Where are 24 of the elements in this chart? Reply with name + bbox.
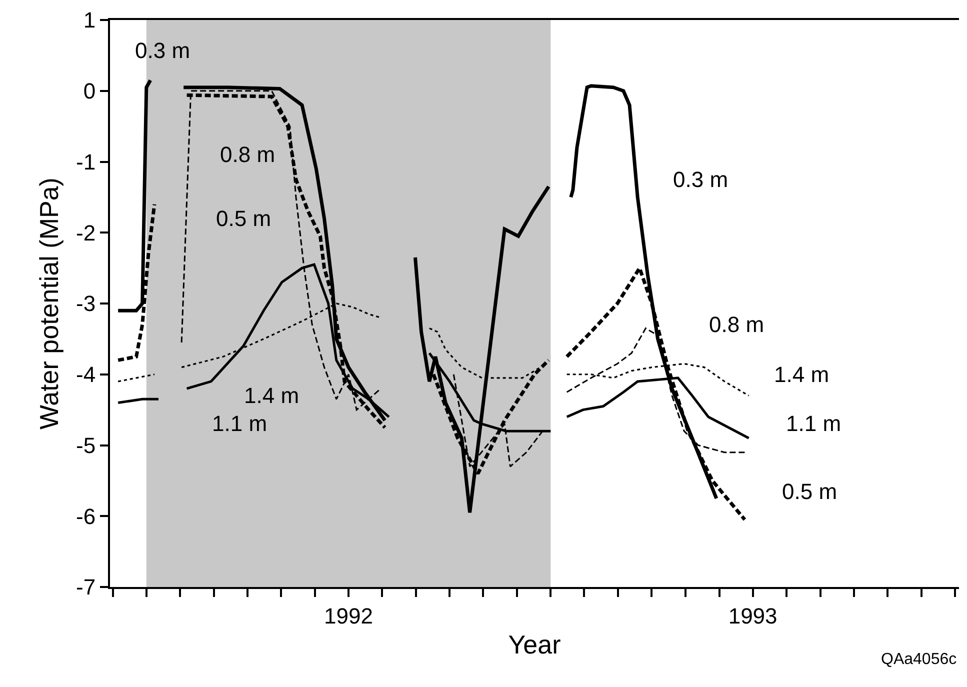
annotation: 1.1 m <box>212 411 268 436</box>
annotation: 1.4 m <box>774 362 830 387</box>
annotation: 1.1 m <box>786 411 842 436</box>
y-tick-label: -3 <box>76 291 96 316</box>
annotation: 0.5 m <box>216 206 272 231</box>
annotation: 0.5 m <box>782 479 838 504</box>
x-axis-title: Year <box>508 630 562 660</box>
y-tick-label: -1 <box>76 149 96 174</box>
annotation: 1.4 m <box>244 383 300 408</box>
y-tick-label: 0 <box>83 78 96 104</box>
annotation: 0.3 m <box>673 167 728 192</box>
x-tick-label: 1993 <box>728 603 778 628</box>
y-tick-label: -6 <box>76 504 96 529</box>
annotation: 0.8 m <box>709 312 764 337</box>
y-tick-label: -2 <box>76 220 96 246</box>
annotation: 0.3 m <box>135 38 190 63</box>
y-tick-label: -5 <box>76 432 96 458</box>
y-tick-label: -4 <box>76 362 96 388</box>
x-tick-label: 1992 <box>324 603 374 628</box>
y-tick-label: -7 <box>76 574 96 600</box>
text: QAa4056c <box>881 651 957 668</box>
y-tick-label: 1 <box>83 8 96 33</box>
y-axis-title: Water potential (MPa) <box>34 178 64 430</box>
annotation: 0.8 m <box>220 142 276 167</box>
